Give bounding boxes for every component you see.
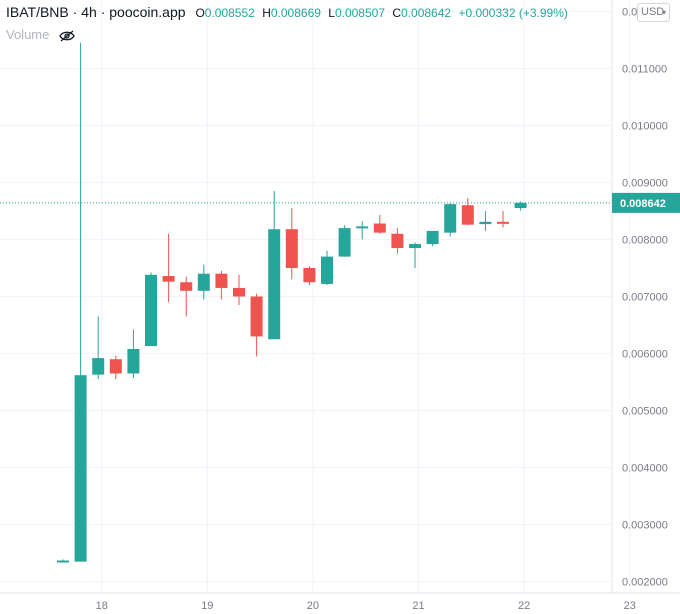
chart-grid	[0, 0, 631, 593]
candle-body	[233, 287, 245, 297]
currency-value: USD	[641, 6, 665, 18]
candle-body	[109, 359, 122, 374]
y-tick-label: 0.006000	[622, 349, 668, 361]
interval-label[interactable]: 4h	[81, 4, 97, 20]
candle-body	[162, 275, 175, 282]
last-price-label: 0.008642	[612, 192, 680, 213]
price-axis[interactable]: 0.0120000.0110000.0100000.0090000.008000…	[622, 6, 668, 588]
candle-body	[197, 273, 210, 291]
low-key: L	[328, 6, 335, 20]
candle-body	[250, 296, 263, 337]
open-key: O	[195, 6, 205, 20]
separator-dot: ·	[100, 4, 110, 20]
candle-body	[497, 221, 509, 224]
x-tick-label: 22	[518, 600, 530, 612]
close-value: 0.008642	[401, 6, 452, 20]
candle-body	[127, 348, 140, 374]
candle-body	[268, 229, 281, 340]
candle-body	[303, 267, 316, 283]
y-tick-label: 0.009000	[622, 177, 668, 189]
volume-legend: Volume	[6, 27, 75, 42]
open-value: 0.008552	[204, 6, 255, 20]
candle-body	[409, 244, 421, 249]
x-tick-label: 19	[201, 600, 213, 612]
candle-body	[514, 202, 527, 209]
close-key: C	[392, 6, 402, 20]
y-tick-label: 0.005000	[622, 406, 668, 418]
y-tick-label: 0.004000	[622, 463, 668, 475]
chart-legend: IBAT/BNB · 4h · poocoin.app O0.008552 H0…	[6, 4, 572, 20]
symbol-name[interactable]: IBAT/BNB	[6, 4, 69, 20]
candle-body	[426, 230, 439, 245]
candle-body	[356, 226, 369, 229]
last-price-text: 0.008642	[620, 198, 666, 210]
x-tick-label: 20	[307, 600, 319, 612]
candle-body	[373, 223, 386, 233]
candle-body	[321, 256, 333, 284]
volume-label: Volume	[6, 27, 50, 42]
ohlc-values: O0.008552 H0.008669 L0.008507 C0.008642 …	[195, 6, 571, 20]
candle-body	[479, 221, 492, 225]
low-value: 0.008507	[334, 6, 386, 20]
x-tick-label: 21	[412, 600, 424, 612]
y-tick-label: 0.003000	[622, 520, 668, 532]
candle-body	[444, 204, 457, 233]
y-tick-label: 0.008000	[622, 234, 668, 246]
y-tick-label: 0.002000	[622, 577, 668, 589]
candle-body	[461, 205, 474, 225]
candle-body	[338, 228, 351, 257]
eye-crossed-icon[interactable]	[59, 30, 75, 42]
candle-body	[145, 274, 157, 347]
currency-select[interactable]: USD ▾	[637, 3, 670, 22]
candle-body	[391, 233, 404, 249]
y-tick-label: 0.007000	[622, 292, 668, 304]
change-value: +0.000332 (+3.99%)	[458, 6, 568, 20]
candle-body	[74, 375, 87, 562]
x-tick-label: 18	[96, 600, 108, 612]
high-key: H	[262, 6, 271, 20]
candle-body	[285, 229, 298, 268]
candle-body	[57, 560, 69, 563]
last-price-tag	[612, 192, 680, 213]
source-label: poocoin.app	[109, 4, 186, 20]
separator-dot: ·	[72, 4, 82, 20]
candle-body	[180, 282, 193, 291]
time-axis[interactable]: 18 19 20 21 22 23	[96, 600, 636, 612]
candle-series	[57, 42, 527, 563]
candle-body	[215, 273, 228, 288]
y-tick-label: 0.011000	[622, 63, 667, 75]
chevron-down-icon: ▾	[661, 8, 666, 17]
x-tick-label: 23	[624, 600, 636, 612]
high-value: 0.008669	[270, 6, 321, 20]
y-tick-label: 0.010000	[622, 120, 668, 132]
candle-body	[92, 358, 105, 375]
